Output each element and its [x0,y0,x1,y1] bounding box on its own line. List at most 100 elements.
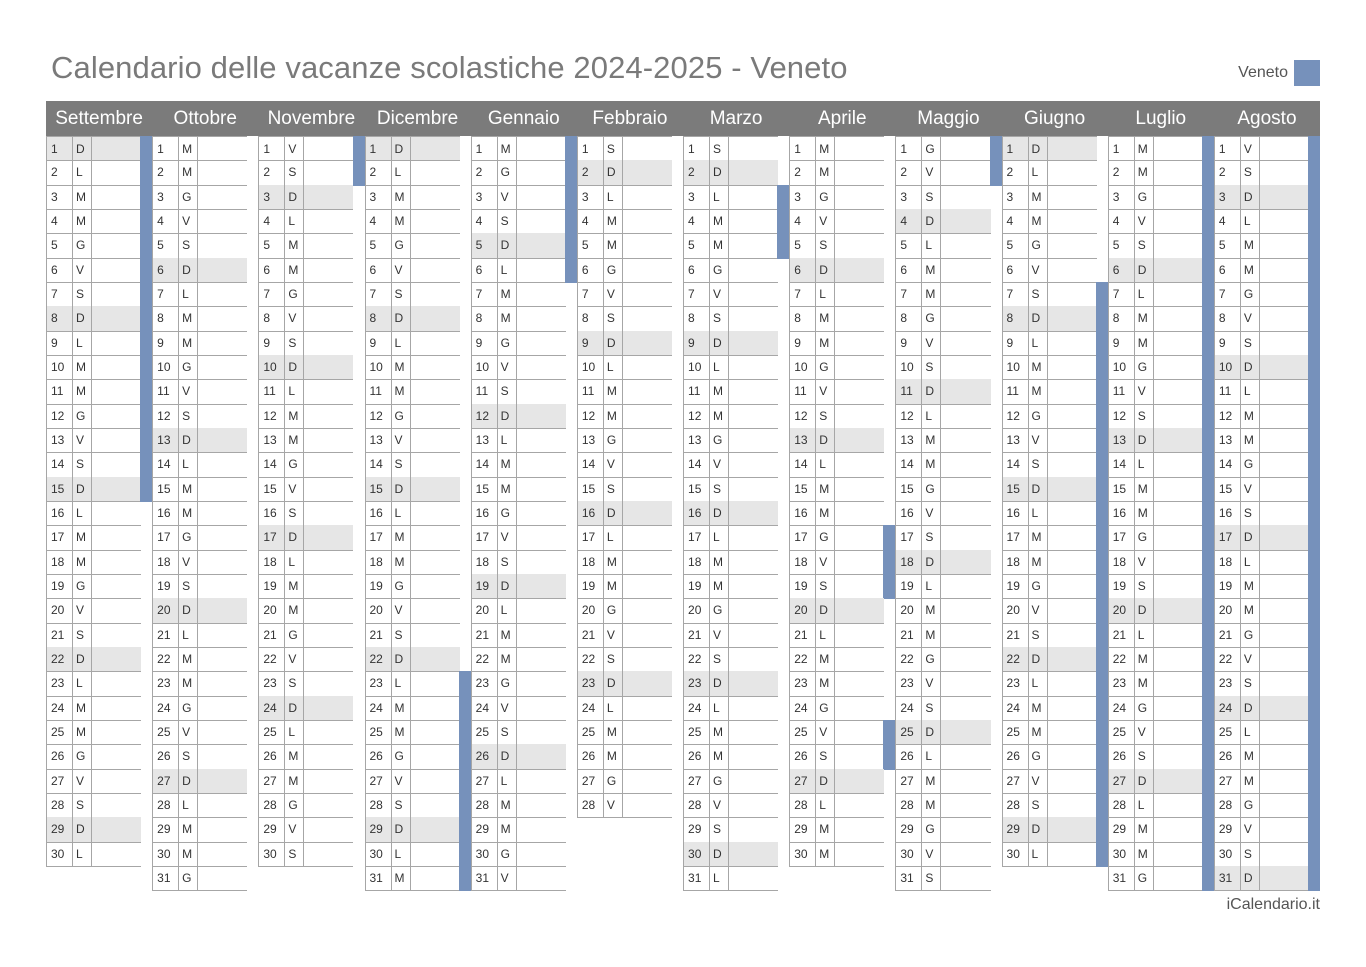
weekday-letter: V [815,208,835,235]
weekday-letter: V [496,354,516,381]
weekday-letter: V [602,452,622,478]
day-number: 1 [895,136,922,162]
day-cell [728,719,779,746]
day-number: 29 [470,817,497,843]
holiday-marker [1308,695,1321,721]
day-cell [409,744,460,770]
day-number: 28 [46,792,72,819]
holiday-marker [458,792,471,819]
weekday-letter: D [284,354,304,381]
holiday-marker [458,768,471,794]
weekday-letter: S [1133,744,1153,770]
weekday-letter: G [602,427,622,454]
day-cell [834,695,885,721]
day-cell [409,622,460,648]
holiday-marker [140,452,153,478]
day-cell [515,525,566,551]
day-cell [1152,671,1203,697]
day-cell [728,452,779,478]
holiday-marker [1201,646,1214,673]
day-number: 5 [1001,233,1028,259]
day-number: 15 [1001,476,1028,502]
day-cell [197,817,248,843]
day-number: 7 [152,281,179,308]
holiday-marker [1308,744,1321,770]
day-number: 29 [46,817,72,843]
day-number: 8 [1213,306,1240,332]
day-number: 4 [683,208,710,235]
weekday-letter: L [72,671,91,697]
day-cell [303,403,354,429]
day-cell [515,768,566,794]
day-number: 26 [1001,744,1028,770]
weekday-letter: G [1027,744,1047,770]
day-cell [409,208,460,235]
day-number: 23 [1213,671,1240,697]
day-cell [940,136,991,162]
weekday-letter: M [178,817,198,843]
day-cell [1258,719,1310,746]
weekday-letter: D [390,136,410,162]
day-number: 2 [364,160,391,186]
day-cell [728,744,779,770]
day-cell [621,281,672,308]
day-cell [728,379,779,405]
day-number: 26 [576,744,603,770]
weekday-letter: L [709,184,729,210]
day-number: 11 [470,379,497,405]
day-cell [834,646,885,673]
day-cell [197,865,248,892]
weekday-letter: L [390,160,410,186]
day-number: 9 [258,330,285,356]
weekday-letter: M [178,330,198,356]
weekday-letter: G [1027,403,1047,429]
footer-brand[interactable]: iCalendario.it [1226,896,1320,913]
day-number: 8 [152,306,179,332]
day-cell [303,476,354,502]
weekday-letter: D [390,817,410,843]
day-number: 30 [895,841,922,867]
day-number: 14 [152,452,179,478]
day-number: 8 [895,306,922,332]
day-cell [303,671,354,697]
weekday-letter: L [1133,622,1153,648]
day-number: 12 [895,403,922,429]
day-number: 25 [1213,719,1240,746]
day-cell [834,136,885,162]
day-cell [728,525,779,551]
day-number: 7 [576,281,603,308]
day-cell [1152,549,1203,575]
weekday-letter: S [284,671,304,697]
holiday-marker [777,184,790,210]
holiday-marker [1095,427,1108,454]
day-cell [1046,573,1097,600]
day-number: 29 [364,817,391,843]
weekday-letter: M [178,500,198,527]
day-cell [834,257,885,283]
holiday-marker [1308,233,1321,259]
day-cell [91,281,142,308]
weekday-letter: L [921,744,941,770]
day-cell [91,525,142,551]
day-cell [621,549,672,575]
day-cell [1258,184,1310,210]
day-number: 4 [258,208,285,235]
day-cell [1046,330,1097,356]
holiday-marker [1308,257,1321,283]
day-cell [1258,500,1310,527]
day-cell [621,646,672,673]
weekday-letter: G [1133,865,1153,892]
holiday-marker [1308,452,1321,478]
day-number: 12 [1213,403,1240,429]
weekday-letter: M [815,476,835,502]
holiday-marker [1201,719,1214,746]
day-number: 21 [258,622,285,648]
day-number: 10 [789,354,816,381]
weekday-letter: G [178,865,198,892]
holiday-marker [1201,695,1214,721]
day-number: 2 [258,160,285,186]
weekday-letter: M [602,744,622,770]
day-number: 19 [258,573,285,600]
weekday-letter: G [1239,792,1259,819]
weekday-letter: S [178,573,198,600]
